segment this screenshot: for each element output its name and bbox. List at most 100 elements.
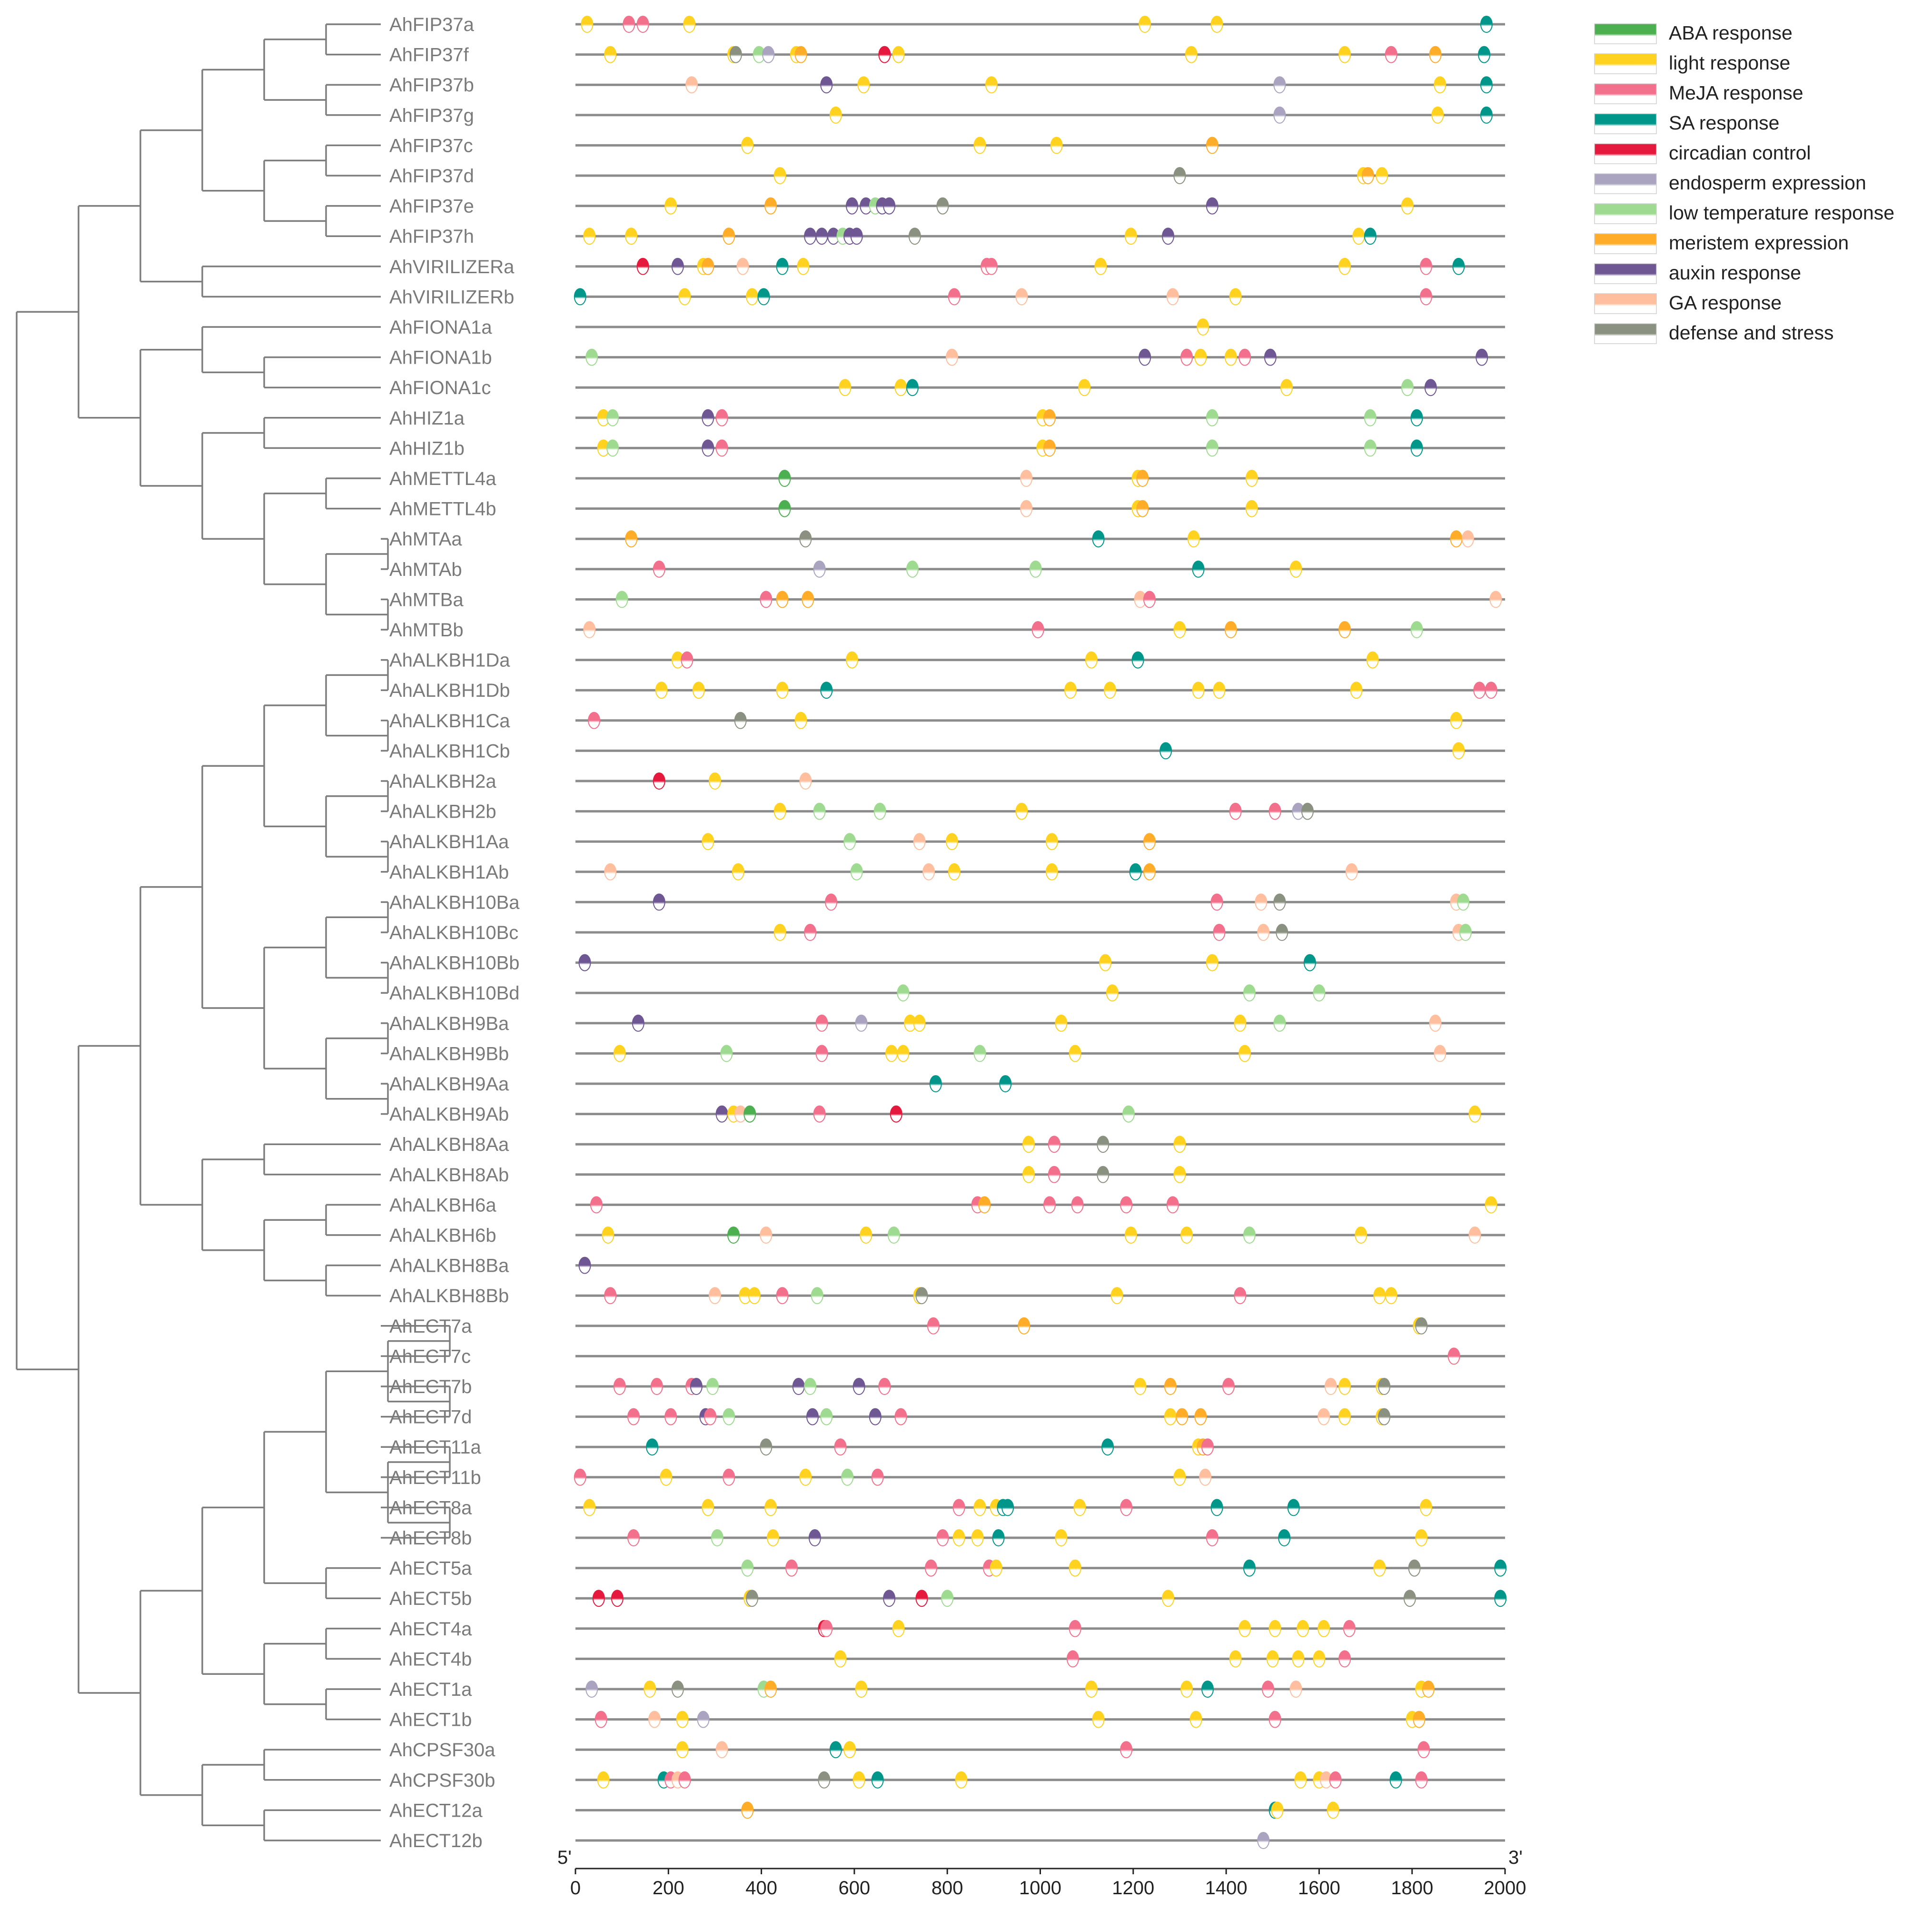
legend-label: ABA response <box>1669 22 1793 44</box>
cis-element-marker <box>1489 591 1502 608</box>
gene-track-row <box>574 288 1505 306</box>
cis-element-marker <box>811 1287 823 1305</box>
cis-element-marker <box>762 46 775 63</box>
cis-element-marker <box>1045 863 1058 880</box>
cis-element-marker <box>592 1590 605 1607</box>
gene-label: AhALKBH10Ba <box>389 892 520 913</box>
gene-track-row <box>575 742 1505 760</box>
cis-element-marker <box>1199 1468 1212 1486</box>
cis-element-marker <box>1206 137 1219 154</box>
cis-element-marker <box>846 651 859 669</box>
gene-track-row <box>575 1317 1505 1335</box>
cis-element-marker <box>706 1378 719 1395</box>
cis-element-marker <box>760 1438 773 1456</box>
cis-element-marker <box>857 76 870 94</box>
cis-element-marker <box>1261 1681 1274 1698</box>
cis-element-marker <box>1136 500 1149 517</box>
gene-label: AhALKBH9Ba <box>389 1013 509 1034</box>
legend-swatch <box>1594 323 1657 344</box>
cis-element-marker <box>1164 1408 1177 1425</box>
cis-element-marker <box>1176 1408 1189 1425</box>
gene-track-row <box>575 621 1505 638</box>
gene-track-row <box>575 1045 1505 1062</box>
cis-element-marker <box>1373 1559 1386 1577</box>
cis-element-marker <box>1229 1650 1242 1668</box>
cis-element-marker <box>1045 833 1058 851</box>
cis-element-marker <box>1055 1529 1068 1546</box>
cis-element-marker <box>1415 1317 1428 1335</box>
gene-track-row <box>575 1105 1505 1123</box>
gene-track-row <box>575 1650 1505 1668</box>
cis-element-marker <box>1480 16 1493 33</box>
cis-element-marker <box>1078 379 1091 396</box>
cis-element-marker <box>1206 1529 1219 1546</box>
cis-element-marker <box>741 137 754 154</box>
cis-element-marker <box>1350 682 1363 699</box>
cis-element-marker <box>583 621 596 638</box>
x-axis-ticks: 0 200 400 600 800 1000 1200 1400 1600 1800 2000 <box>570 1869 1526 1899</box>
cis-element-marker <box>660 1468 673 1486</box>
gene-label: AhVIRILIZERb <box>389 287 514 307</box>
cis-element-marker <box>829 106 842 124</box>
cis-element-marker <box>797 257 810 275</box>
gene-label: AhHIZ1a <box>389 408 465 429</box>
cis-element-marker <box>627 1408 640 1425</box>
cis-element-marker <box>604 46 617 63</box>
cis-element-marker <box>948 288 961 306</box>
cis-element-marker <box>892 46 905 63</box>
cis-element-marker <box>1338 1408 1351 1425</box>
gene-track-row <box>575 802 1505 820</box>
cis-element-marker <box>727 1227 740 1244</box>
cis-element-marker <box>1097 1136 1110 1153</box>
cis-element-marker <box>773 802 786 820</box>
cis-element-marker <box>1476 348 1488 366</box>
cis-element-marker <box>1410 439 1423 457</box>
gene-track-row <box>575 1559 1507 1577</box>
cis-element-marker <box>1329 1771 1342 1789</box>
cis-element-marker <box>702 409 714 426</box>
gene-label: AhECT11b <box>389 1467 481 1488</box>
cis-element-marker <box>1408 1559 1421 1577</box>
cis-element-marker <box>1210 1499 1223 1516</box>
legend-item: circadian control <box>1594 142 1811 164</box>
gene-track-row <box>575 227 1505 245</box>
cis-element-marker <box>594 1711 607 1728</box>
cis-element-marker <box>1066 1650 1079 1668</box>
gene-track-row <box>575 500 1505 517</box>
cis-element-marker <box>1131 651 1144 669</box>
cis-element-marker <box>1485 1196 1497 1214</box>
cis-element-marker <box>1110 1287 1123 1305</box>
cis-element-marker <box>1419 1499 1432 1516</box>
cis-element-marker <box>741 1801 754 1819</box>
x-tick-label: 2000 <box>1484 1878 1526 1899</box>
cis-element-marker <box>1206 409 1219 426</box>
gene-track-row <box>575 1620 1505 1637</box>
gene-label: AhECT7a <box>389 1316 472 1337</box>
cis-element-marker <box>1338 1650 1351 1668</box>
gene-track-row <box>575 924 1505 941</box>
cis-element-marker <box>834 1650 847 1668</box>
cis-element-marker <box>1085 651 1098 669</box>
cis-element-marker <box>1276 924 1288 941</box>
cis-element-marker <box>1378 1378 1391 1395</box>
cis-element-marker <box>1327 1801 1339 1819</box>
cis-element-marker <box>574 1468 586 1486</box>
gene-label: AhFIP37e <box>389 196 474 217</box>
cis-element-marker <box>773 167 786 184</box>
cis-element-marker <box>613 1378 626 1395</box>
cis-element-marker <box>834 1438 847 1456</box>
cis-element-marker <box>1194 348 1207 366</box>
gene-track-row <box>575 833 1505 851</box>
x-tick-label: 400 <box>745 1878 777 1899</box>
cis-element-marker <box>1452 257 1465 275</box>
cis-element-marker <box>1243 984 1256 1002</box>
cis-element-marker <box>1289 1681 1302 1698</box>
cis-element-marker <box>1099 954 1112 971</box>
legend-swatch <box>1594 143 1657 164</box>
cis-element-marker <box>685 76 698 94</box>
cis-element-marker <box>1287 1499 1300 1516</box>
cis-element-marker <box>945 348 958 366</box>
cis-element-marker <box>1129 863 1142 880</box>
gene-track-row <box>575 712 1505 729</box>
